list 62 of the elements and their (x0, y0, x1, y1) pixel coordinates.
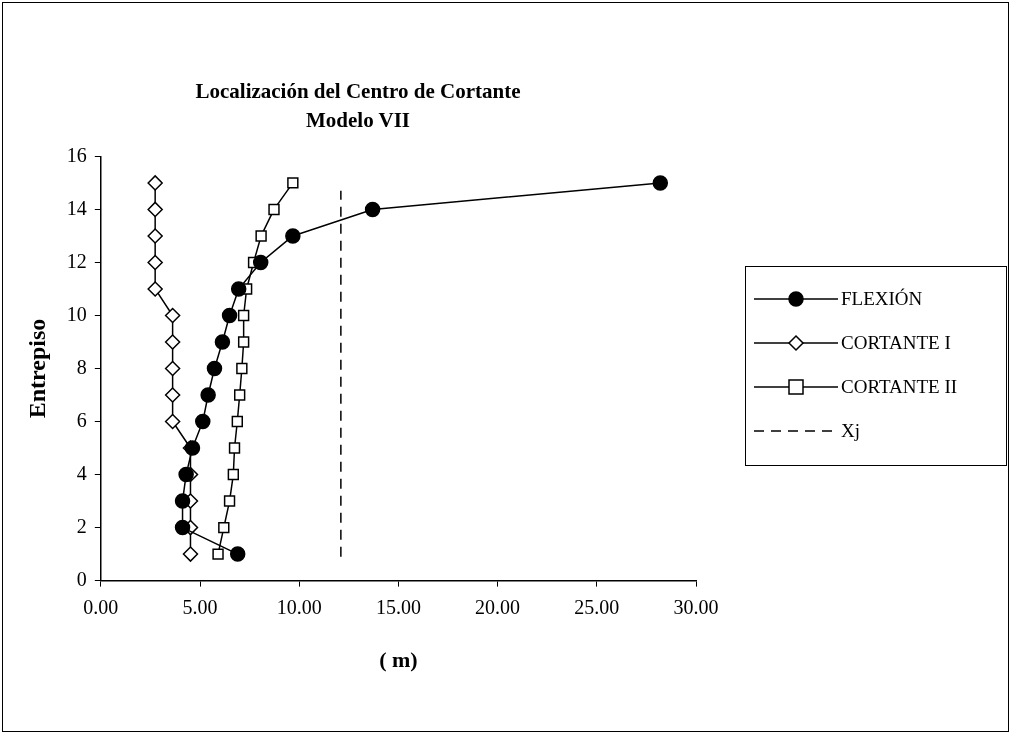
point (178, 466, 194, 483)
x-tick-label: 10.00 (276, 595, 322, 618)
point (228, 442, 241, 454)
y-tick-label: 12 (66, 249, 87, 272)
point (218, 521, 230, 534)
point (147, 254, 163, 271)
point (236, 362, 248, 375)
x-tick-label: 20.00 (475, 595, 521, 618)
point (255, 230, 267, 242)
point (285, 228, 301, 244)
point (287, 177, 299, 189)
chart-subtitle: Modelo VII (305, 108, 411, 133)
point (147, 175, 163, 191)
y-tick-label: 16 (66, 143, 87, 166)
point (221, 307, 238, 324)
y-tick-label: 14 (66, 196, 87, 219)
y-tick-label: 8 (76, 355, 87, 378)
point (182, 546, 199, 562)
y-tick-label: 0 (76, 567, 87, 590)
point (195, 413, 211, 430)
point (164, 413, 181, 430)
point (164, 360, 181, 377)
point (268, 203, 280, 216)
point (227, 468, 240, 481)
point (364, 201, 381, 218)
point (147, 201, 163, 218)
x-tick-label: 30.00 (673, 595, 719, 618)
point (164, 307, 181, 324)
point (233, 389, 246, 401)
x-tick-label: 0.00 (83, 595, 119, 618)
y-tick-label: 10 (66, 302, 87, 325)
legend-label: FLEXIÓN (841, 288, 923, 310)
point (652, 175, 669, 191)
y-tick-label: 6 (76, 408, 87, 431)
legend-label: CORTANTE II (841, 376, 958, 398)
point (147, 281, 163, 297)
point (237, 336, 250, 348)
point (212, 548, 224, 560)
point (214, 334, 231, 350)
legend-label: CORTANTE I (841, 332, 951, 354)
point (252, 254, 269, 271)
point (174, 493, 191, 509)
y-tick-label: 2 (76, 514, 87, 537)
point (229, 546, 246, 562)
point (237, 309, 250, 322)
x-tick-label: 25.00 (574, 595, 620, 618)
y-axis-title: Entrepiso (23, 318, 50, 419)
point (206, 360, 223, 377)
point (147, 228, 163, 244)
point (164, 334, 181, 350)
x-axis-title: ( m) (379, 647, 418, 673)
legend-label: Xj (841, 420, 860, 442)
point (230, 281, 247, 297)
chart-title: Localización del Centro de Cortante (195, 79, 521, 104)
x-tick-label: 5.00 (182, 595, 218, 618)
y-tick-label: 4 (76, 461, 87, 484)
point (174, 519, 191, 536)
x-tick-label: 15.00 (375, 595, 421, 618)
point (200, 387, 216, 403)
point (231, 415, 243, 428)
point (164, 387, 181, 403)
point (223, 495, 236, 507)
